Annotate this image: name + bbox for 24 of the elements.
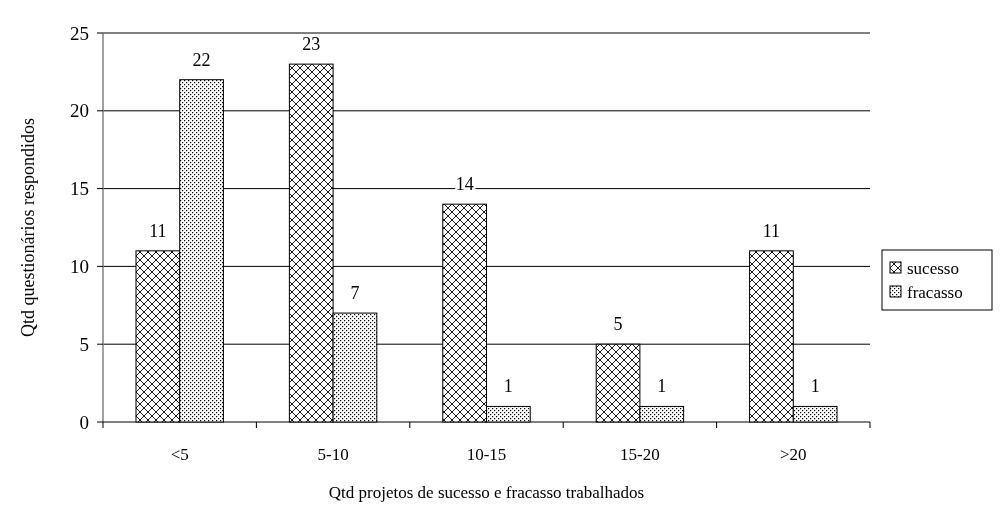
y-tick-label: 5 <box>79 333 89 355</box>
y-axis-title: Qtd questionários respondidos <box>18 118 38 337</box>
x-tick-label: <5 <box>170 445 189 464</box>
data-label: 23 <box>302 34 321 55</box>
y-tick-label: 25 <box>70 22 89 44</box>
x-tick-label: >20 <box>780 445 807 464</box>
data-label: 5 <box>613 314 623 335</box>
legend-label: fracasso <box>907 282 963 302</box>
y-tick-label: 10 <box>70 256 89 278</box>
data-label: 11 <box>149 220 167 241</box>
y-tick-label: 15 <box>70 178 89 200</box>
y-tick-label: 20 <box>70 100 89 122</box>
data-label: 22 <box>192 49 211 70</box>
data-label: 1 <box>810 376 820 397</box>
x-tick-label: 10-15 <box>466 445 507 464</box>
x-tick-label: 15-20 <box>620 445 660 464</box>
data-label: 1 <box>503 376 513 397</box>
x-tick-label: 5-10 <box>317 445 349 464</box>
data-label: 11 <box>762 220 781 241</box>
legend-label: sucesso <box>907 258 959 278</box>
data-label: 1 <box>657 376 667 397</box>
data-label: 7 <box>350 283 360 304</box>
y-tick-label: 0 <box>79 411 89 433</box>
x-axis-title: Qtd projetos de sucesso e fracasso trabalhados <box>328 483 645 502</box>
